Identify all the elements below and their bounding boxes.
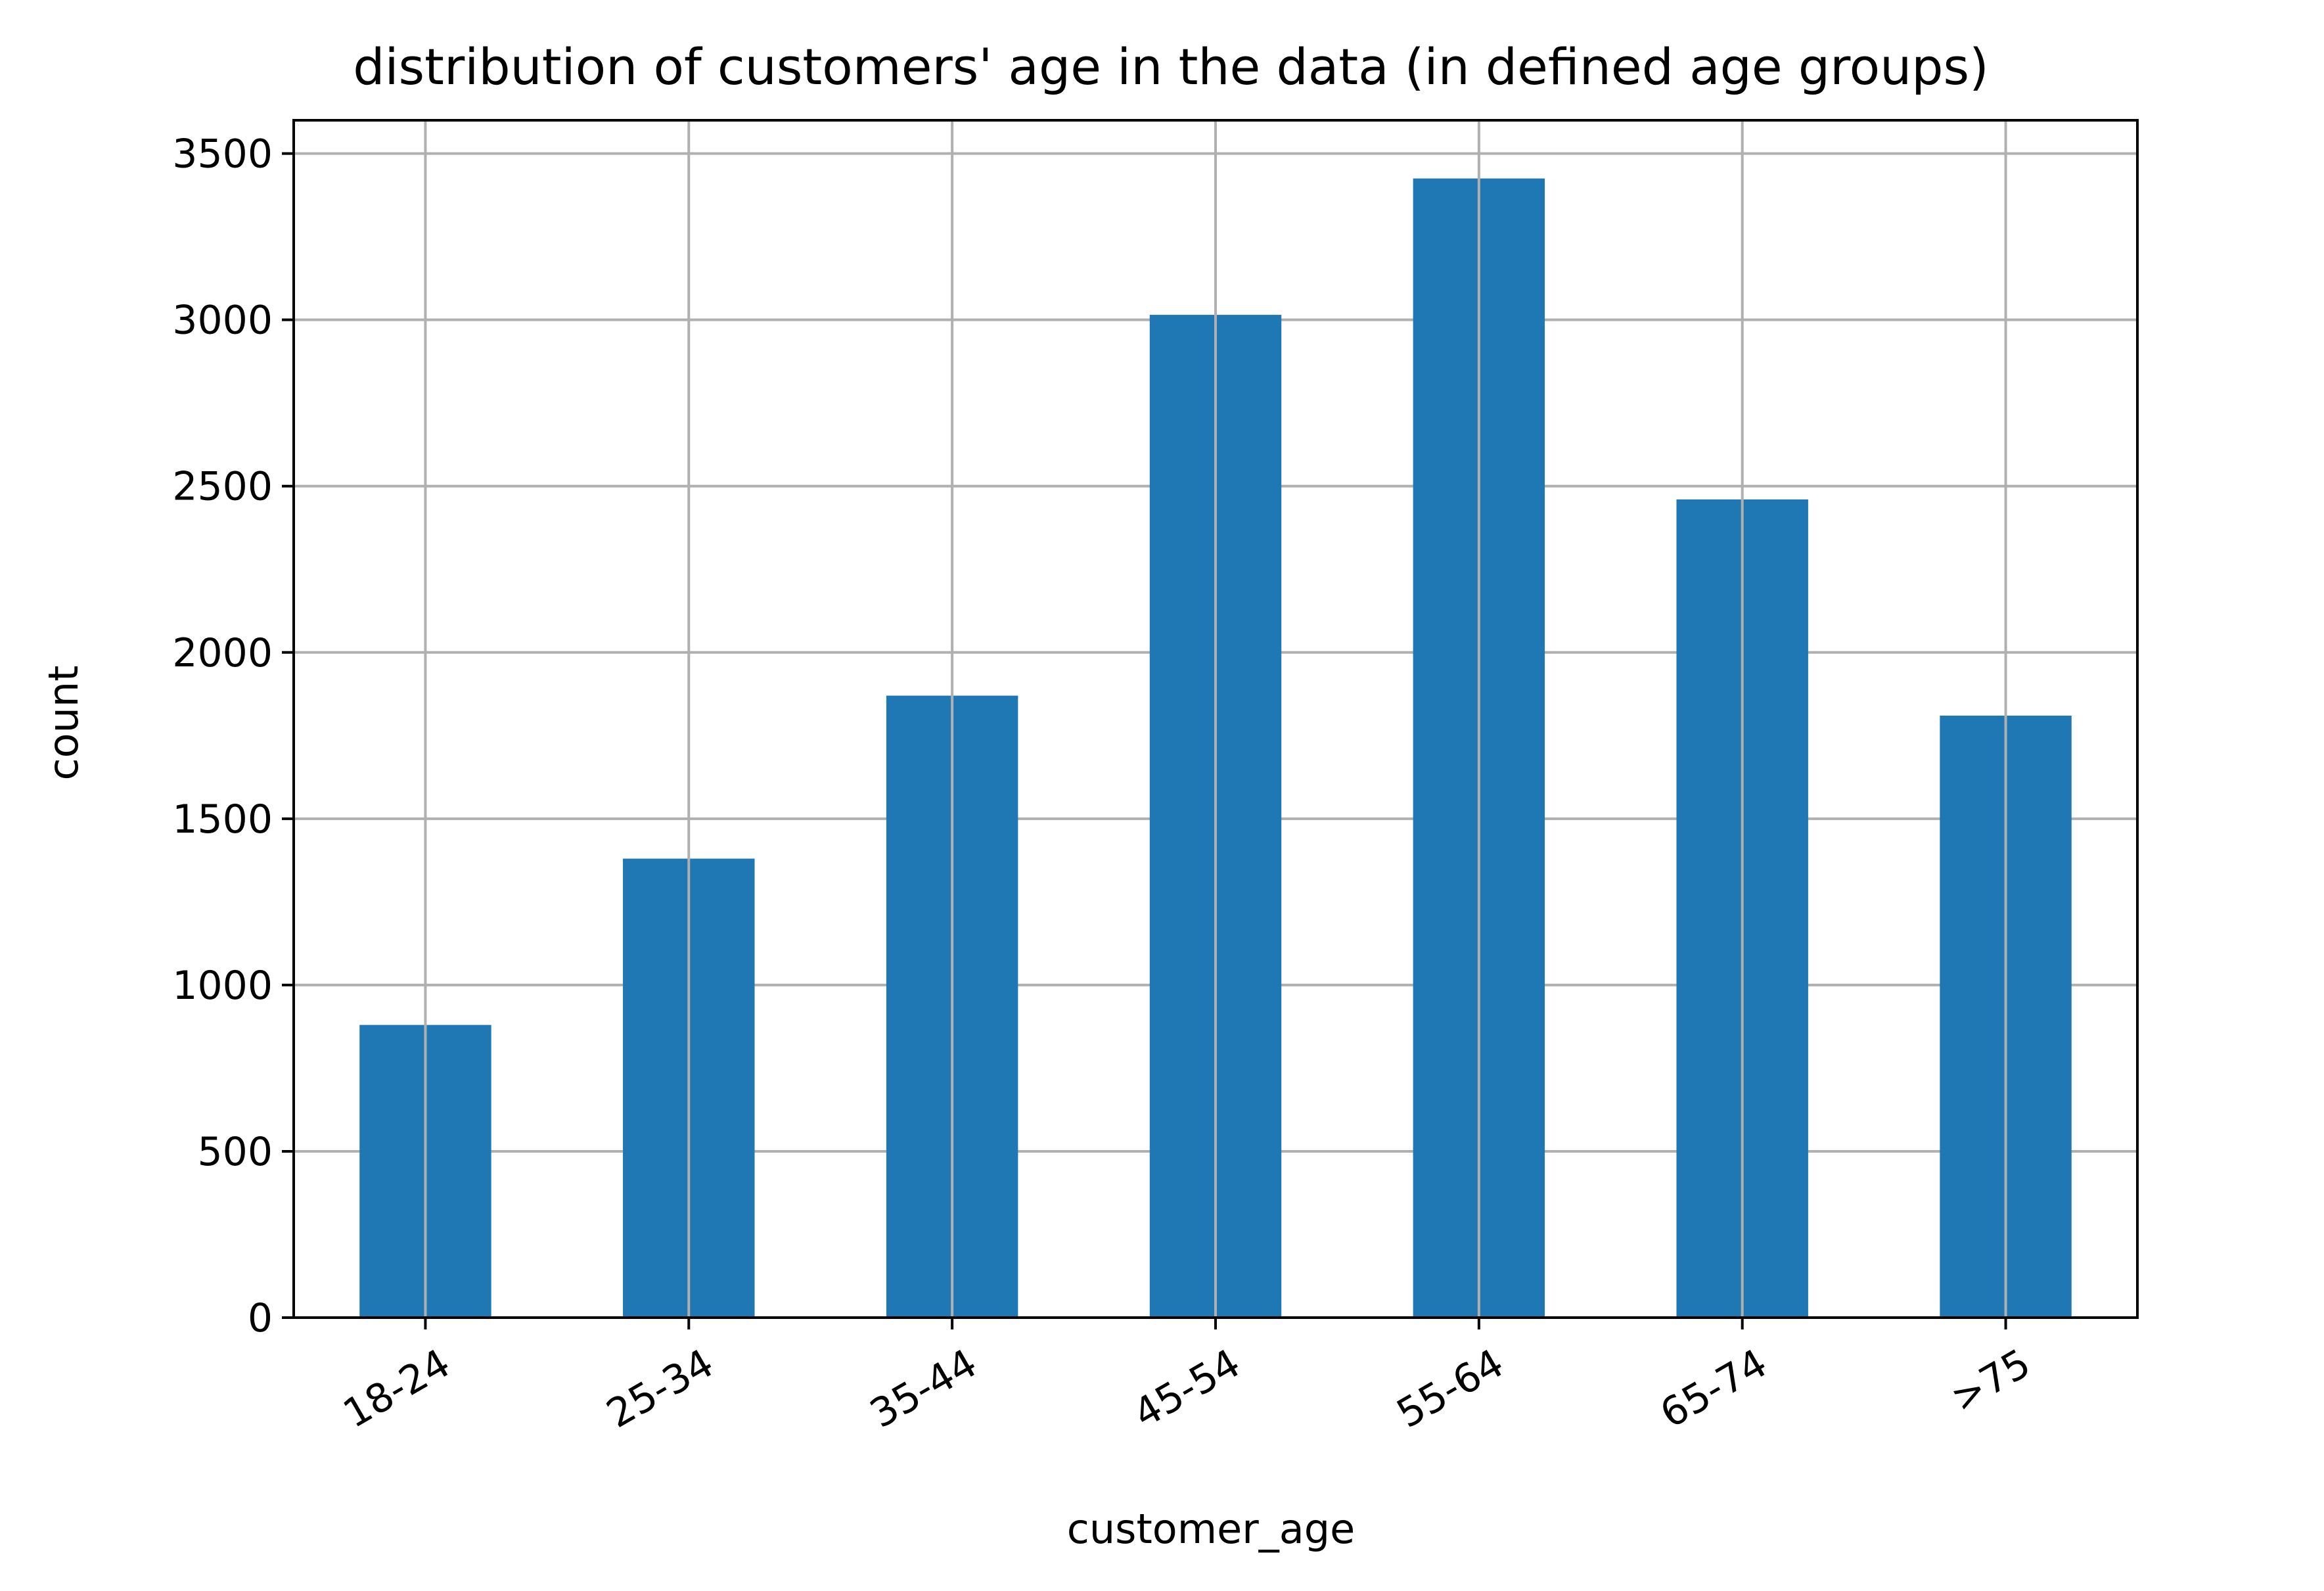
vertical-grid-lines	[424, 120, 2007, 1318]
y-tick-label: 2500	[172, 464, 273, 510]
y-tick-label: 500	[197, 1129, 273, 1175]
y-tick-label: 3500	[172, 131, 273, 177]
y-tick-label: 0	[248, 1295, 273, 1341]
y-axis-label: count	[39, 666, 87, 781]
y-tick-label: 3000	[172, 298, 273, 344]
y-tick-label: 1000	[172, 963, 273, 1009]
y-axis-ticks: 0 500 1000 1500 2000 2500 3000 3500	[172, 131, 294, 1341]
y-tick-label: 2000	[172, 630, 273, 676]
y-tick-label: 1500	[172, 796, 273, 842]
chart-title: distribution of customers' age in the da…	[353, 37, 1989, 96]
x-axis-label: customer_age	[1067, 1505, 1355, 1553]
